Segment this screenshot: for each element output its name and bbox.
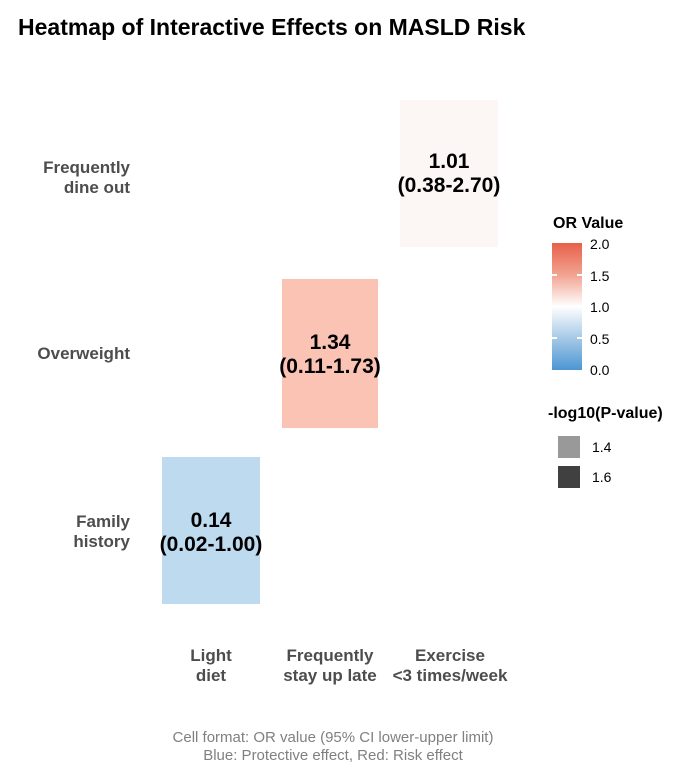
x-axis-label-stay-up-late: Frequently stay up late [283, 646, 377, 685]
or-value: 0.14 [190, 509, 232, 532]
ci-value: (0.11-1.73) [279, 355, 381, 378]
or-legend-gradient-bar [552, 243, 582, 370]
caption-line-1: Cell format: OR value (95% CI lower-uppe… [172, 729, 494, 746]
or-legend-tick-label: 0.5 [590, 331, 610, 347]
cell-value-label: 1.01 (0.38-2.70) [339, 150, 559, 198]
heatmap-cell-dineout-exercise [400, 100, 498, 247]
or-legend-tick-label: 1.0 [590, 299, 610, 315]
or-legend-tick-label: 1.5 [590, 268, 610, 284]
or-legend-tick-mark [552, 274, 557, 276]
or-legend-tick-mark [552, 337, 557, 339]
ci-value: (0.02-1.00) [159, 533, 263, 556]
pvalue-legend-swatch [558, 436, 580, 458]
y-axis-label-overweight: Overweight [37, 344, 130, 363]
heatmap-cell-overweight-staylate [282, 279, 378, 428]
caption-line-2: Blue: Protective effect, Red: Risk effec… [203, 747, 463, 764]
chart-title: Heatmap of Interactive Effects on MASLD … [18, 14, 526, 40]
or-legend-tick-label: 2.0 [590, 236, 610, 252]
ci-value: (0.38-2.70) [397, 174, 501, 197]
y-axis-label-family-history: Family history [73, 512, 130, 551]
or-legend-title: OR Value [553, 215, 624, 232]
pvalue-legend-label: 1.4 [592, 439, 612, 455]
x-axis-label-light-diet: Light diet [190, 646, 232, 685]
cell-value-label: 1.34 (0.11-1.73) [220, 331, 440, 379]
pvalue-legend-swatch [558, 466, 580, 488]
or-value: 1.34 [309, 331, 351, 354]
heatmap-cell-familyhistory-lightdiet [162, 457, 260, 604]
pvalue-legend-label: 1.6 [592, 469, 612, 485]
x-axis-label-exercise: Exercise <3 times/week [392, 646, 508, 685]
or-legend-tick-label: 0.0 [590, 362, 610, 378]
chart-caption: Cell format: OR value (95% CI lower-uppe… [83, 729, 583, 765]
cell-value-label: 0.14 (0.02-1.00) [101, 509, 321, 557]
or-value: 1.01 [428, 150, 470, 173]
or-legend-tick-mark [577, 274, 582, 276]
pvalue-legend-title: -log10(P-value) [548, 405, 663, 422]
y-axis-label-frequently-dine-out: Frequently dine out [43, 158, 130, 197]
or-legend-tick-mark [577, 337, 582, 339]
